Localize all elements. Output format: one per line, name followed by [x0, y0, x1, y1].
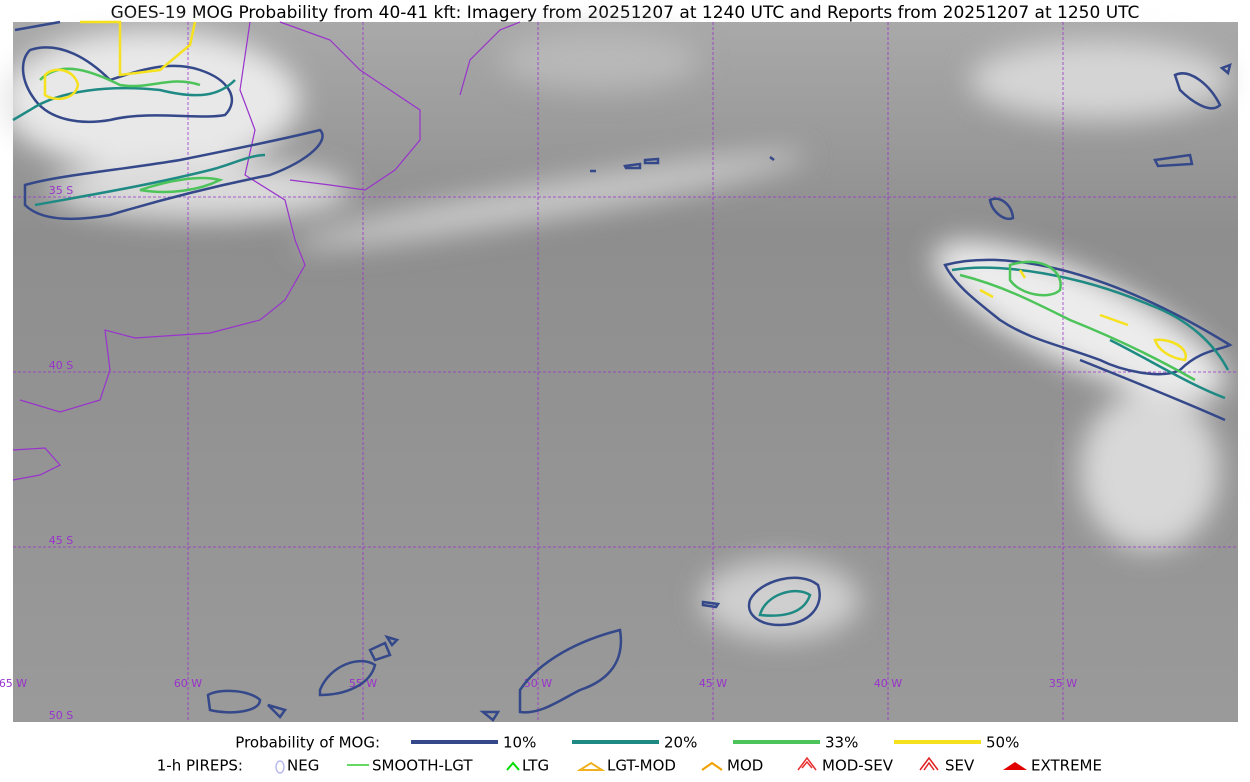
legend-entry: 50% [986, 734, 1019, 752]
sev-icon [919, 756, 939, 771]
pirep-icons [275, 756, 1027, 774]
lon-label: 50 W [524, 677, 552, 690]
legend-entry: SMOOTH-LGT [372, 757, 473, 775]
neg-icon [275, 760, 285, 774]
map: 65 W 60 W 55 W 50 W 45 W 40 W 35 W35 S40 S45 S… [0, 20, 1238, 722]
lon-label: 40 W [874, 677, 902, 690]
legend-entry: 20% [664, 734, 697, 752]
lon-label: 65 W [0, 677, 27, 690]
legend-entry: MOD [727, 757, 763, 775]
clouds [0, 30, 1230, 640]
legend-entry: SEV [945, 757, 975, 775]
lat-label: 50 S [49, 709, 73, 722]
extreme-icon [1003, 762, 1027, 770]
legend-label: Probability of MOG: [235, 734, 380, 752]
legend-entry: EXTREME [1031, 757, 1102, 775]
lon-label: 60 W [174, 677, 202, 690]
lon-label: 35 W [1049, 677, 1077, 690]
ltg-icon [506, 761, 520, 771]
lat-label: 40 S [49, 359, 73, 372]
legend-entry: 10% [503, 734, 536, 752]
lgt-mod-icon [576, 761, 606, 771]
legend-entry: LGT-MOD [607, 757, 676, 775]
mod-sev-icon [797, 756, 817, 771]
mog-contours [12, 20, 1233, 722]
lon-label: 45 W [699, 677, 727, 690]
grid: 65 W 60 W 55 W 50 W 45 W 40 W 35 W35 S40 S45 S… [0, 22, 1238, 722]
coastlines [12, 21, 521, 481]
title: GOES-19 MOG Probability from 40-41 kft: … [111, 3, 1140, 23]
legend-entry: LTG [522, 757, 549, 775]
legend-entry: NEG [287, 757, 319, 775]
lat-label: 35 S [49, 184, 73, 197]
legend-label: 1-h PIREPS: [157, 757, 243, 775]
legend: Probability of MOG: 10% 20% 33% 50% 1-h PIREP… [157, 734, 1102, 775]
lat-label: 45 S [49, 534, 73, 547]
legend-entry: 33% [825, 734, 858, 752]
mod-icon [701, 761, 723, 771]
legend-entry: MOD-SEV [822, 757, 894, 775]
